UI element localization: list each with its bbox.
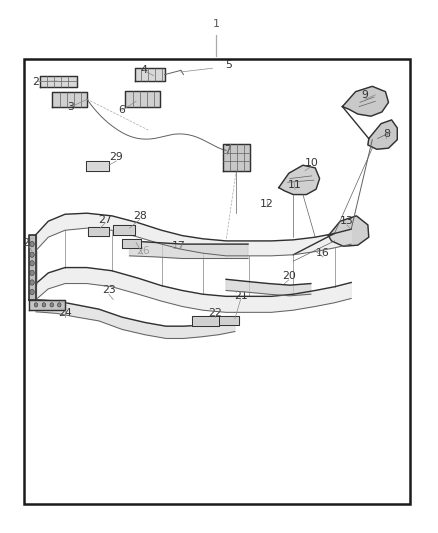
Polygon shape xyxy=(328,216,368,246)
Circle shape xyxy=(30,261,34,266)
Text: 17: 17 xyxy=(172,241,186,251)
Polygon shape xyxy=(135,68,164,81)
Polygon shape xyxy=(36,213,350,256)
Text: 13: 13 xyxy=(339,216,353,226)
Polygon shape xyxy=(192,316,218,326)
Text: 20: 20 xyxy=(281,271,295,281)
Text: 25: 25 xyxy=(22,238,36,247)
Circle shape xyxy=(30,241,34,247)
Polygon shape xyxy=(122,239,141,248)
Circle shape xyxy=(30,289,34,295)
Polygon shape xyxy=(367,120,396,149)
Polygon shape xyxy=(88,227,109,236)
Text: 6: 6 xyxy=(118,106,125,115)
Text: 5: 5 xyxy=(224,60,231,70)
Text: 3: 3 xyxy=(67,102,74,111)
Text: 10: 10 xyxy=(304,158,318,167)
Polygon shape xyxy=(218,316,239,325)
Polygon shape xyxy=(36,300,234,338)
Text: 4: 4 xyxy=(140,66,147,75)
Polygon shape xyxy=(113,225,135,235)
Polygon shape xyxy=(52,92,87,107)
Text: 24: 24 xyxy=(58,309,72,318)
Text: 11: 11 xyxy=(287,181,301,190)
Polygon shape xyxy=(28,235,36,300)
Text: 2: 2 xyxy=(32,77,39,86)
Circle shape xyxy=(30,270,34,276)
Text: 7: 7 xyxy=(223,146,230,155)
Circle shape xyxy=(42,303,46,307)
Text: 21: 21 xyxy=(233,291,247,301)
Text: 8: 8 xyxy=(382,130,389,139)
Polygon shape xyxy=(28,300,65,310)
Circle shape xyxy=(34,303,38,307)
Polygon shape xyxy=(85,161,109,171)
Polygon shape xyxy=(39,76,77,87)
Polygon shape xyxy=(125,91,160,107)
Circle shape xyxy=(30,252,34,257)
Polygon shape xyxy=(278,165,319,195)
Polygon shape xyxy=(226,279,310,296)
Polygon shape xyxy=(223,144,250,171)
Text: 9: 9 xyxy=(361,90,368,100)
Circle shape xyxy=(50,303,53,307)
Text: 16: 16 xyxy=(315,248,329,258)
Text: 26: 26 xyxy=(135,246,149,255)
Circle shape xyxy=(57,303,61,307)
Text: 22: 22 xyxy=(208,309,222,318)
Text: 27: 27 xyxy=(98,215,112,224)
Text: 12: 12 xyxy=(259,199,273,208)
Text: 29: 29 xyxy=(109,152,123,162)
Polygon shape xyxy=(36,268,350,312)
Circle shape xyxy=(30,280,34,285)
Bar xyxy=(24,59,410,504)
Text: 23: 23 xyxy=(102,286,116,295)
Text: 1: 1 xyxy=(212,19,219,29)
Polygon shape xyxy=(342,86,388,116)
Text: 28: 28 xyxy=(132,211,146,221)
Polygon shape xyxy=(129,241,247,259)
